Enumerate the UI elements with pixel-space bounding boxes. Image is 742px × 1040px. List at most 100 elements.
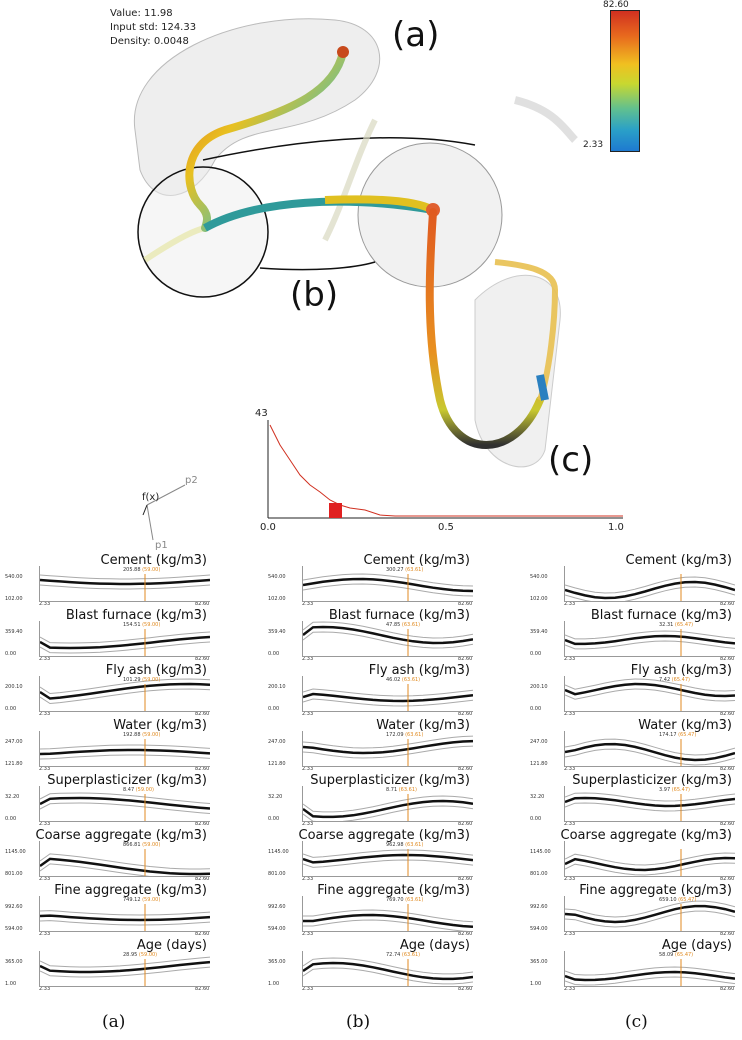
mini-curve [565, 676, 735, 711]
mini-curve [565, 731, 735, 766]
y-max: 365.00 [530, 959, 548, 965]
density-readout: Density: 0.0048 [110, 35, 196, 49]
panel-value: 72.74 (63.61) [386, 952, 420, 958]
panel-value: 28.95 (59.00) [123, 952, 157, 958]
variable-panel[interactable]: Fly ash (kg/m3) 200.10 0.00 2.33 82.60 46.02 … [268, 662, 473, 717]
y-min: 0.00 [5, 651, 16, 657]
panel-value: 101.29 (59.00) [123, 677, 160, 683]
y-min: 0.00 [5, 816, 16, 822]
mini-curve [565, 621, 735, 656]
y-max: 200.10 [530, 684, 548, 690]
variable-panel[interactable]: Coarse aggregate (kg/m3) 1145.00 801.00 2.3… [268, 827, 473, 882]
variable-panel[interactable]: Fly ash (kg/m3) 200.10 0.00 2.33 82.60 7.42 (… [530, 662, 735, 717]
y-min: 102.00 [530, 596, 548, 602]
panel-value: 172.09 (63.61) [386, 732, 423, 738]
y-min: 801.00 [530, 871, 548, 877]
mini-curve [565, 786, 735, 821]
panel-value: 47.85 (63.61) [386, 622, 420, 628]
y-max: 200.10 [268, 684, 286, 690]
panel-value: 58.09 (65.47) [659, 952, 693, 958]
y-min: 0.00 [530, 706, 541, 712]
y-min: 0.00 [530, 816, 541, 822]
variable-panel[interactable]: Fine aggregate (kg/m3) 992.60 594.00 2.33 82… [530, 882, 735, 937]
y-max: 365.00 [268, 959, 286, 965]
y-min: 801.00 [5, 871, 23, 877]
axis-fx: f(x) [142, 492, 159, 503]
variable-panel[interactable]: Blast furnace (kg/m3) 359.40 0.00 2.33 82.60… [530, 607, 735, 662]
hist-x05: 0.5 [438, 522, 454, 533]
variable-panel[interactable]: Coarse aggregate (kg/m3) 1145.00 801.00 2.3… [530, 827, 735, 882]
y-max: 365.00 [5, 959, 23, 965]
y-max: 200.10 [5, 684, 23, 690]
variable-panel[interactable]: Blast furnace (kg/m3) 359.40 0.00 2.33 82.60… [268, 607, 473, 662]
hist-ymax: 43 [255, 408, 268, 419]
colorbar[interactable] [610, 10, 640, 152]
panel-value: 46.02 (63.61) [386, 677, 420, 683]
y-min: 0.00 [5, 706, 16, 712]
variable-panel[interactable]: Cement (kg/m3) 540.00 102.00 2.33 82.60 300.2… [268, 552, 473, 607]
y-max: 247.00 [268, 739, 286, 745]
variable-panel[interactable]: Cement (kg/m3) 540.00 102.00 2.33 82.60 205.8… [5, 552, 210, 607]
value-readout: Value: 11.98 [110, 7, 196, 21]
y-min: 0.00 [268, 706, 279, 712]
hist-x1: 1.0 [608, 522, 624, 533]
panel-value: 154.51 (59.00) [123, 622, 160, 628]
y-max: 1145.00 [5, 849, 26, 855]
variable-panel[interactable]: Water (kg/m3) 247.00 121.80 2.33 82.60 174.17… [530, 717, 735, 772]
y-min: 801.00 [268, 871, 286, 877]
variable-panel[interactable]: Water (kg/m3) 247.00 121.80 2.33 82.60 172.09… [268, 717, 473, 772]
y-max: 247.00 [5, 739, 23, 745]
variable-panel[interactable]: Coarse aggregate (kg/m3) 1145.00 801.00 2.3… [5, 827, 210, 882]
label-c: (c) [548, 440, 593, 480]
variable-panel[interactable]: Age (days) 365.00 1.00 2.33 82.60 28.95 (59.0… [5, 937, 210, 992]
y-min: 594.00 [5, 926, 23, 932]
y-min: 594.00 [268, 926, 286, 932]
panel-value: 8.71 (63.61) [386, 787, 417, 793]
y-max: 359.40 [530, 629, 548, 635]
variable-panel[interactable]: Fine aggregate (kg/m3) 992.60 594.00 2.33 82… [5, 882, 210, 937]
variable-panel[interactable]: Water (kg/m3) 247.00 121.80 2.33 82.60 192.88… [5, 717, 210, 772]
y-min: 0.00 [268, 651, 279, 657]
panel-value: 192.88 (59.00) [123, 732, 160, 738]
y-max: 1145.00 [530, 849, 551, 855]
y-min: 1.00 [530, 981, 541, 987]
caption-a: (a) [102, 1012, 125, 1032]
std-readout: Input std: 124.33 [110, 21, 196, 35]
y-max: 540.00 [5, 574, 23, 580]
y-min: 594.00 [530, 926, 548, 932]
label-b: (b) [290, 275, 338, 315]
panel-value: 659.10 (65.47) [659, 897, 696, 903]
y-max: 1145.00 [268, 849, 289, 855]
y-max: 32.20 [5, 794, 19, 800]
colorbar-max: 82.60 [603, 0, 629, 10]
panel-value: 32.31 (65.47) [659, 622, 693, 628]
info-panel: Value: 11.98 Input std: 124.33 Density: … [110, 7, 196, 49]
y-max: 247.00 [530, 739, 548, 745]
panel-value: 866.81 (59.00) [123, 842, 160, 848]
mini-curve [565, 566, 735, 601]
y-max: 32.20 [530, 794, 544, 800]
variable-panel[interactable]: Superplasticizer (kg/m3) 32.20 0.00 2.33 82.… [530, 772, 735, 827]
panel-value: 769.70 (63.61) [386, 897, 423, 903]
y-min: 1.00 [268, 981, 279, 987]
variable-panel[interactable]: Cement (kg/m3) 540.00 102.00 2.33 82.60 [530, 552, 735, 607]
y-max: 359.40 [268, 629, 286, 635]
variable-panel[interactable]: Fly ash (kg/m3) 200.10 0.00 2.33 82.60 101.29… [5, 662, 210, 717]
y-max: 32.20 [268, 794, 282, 800]
variable-panel[interactable]: Superplasticizer (kg/m3) 32.20 0.00 2.33 82.… [5, 772, 210, 827]
caption-b: (b) [346, 1012, 370, 1032]
y-max: 992.60 [268, 904, 286, 910]
y-max: 540.00 [530, 574, 548, 580]
axis-p2: p2 [185, 475, 198, 486]
variable-panel[interactable]: Age (days) 365.00 1.00 2.33 82.60 72.74 (63.6… [268, 937, 473, 992]
region-b-circle [138, 167, 268, 297]
caption-c: (c) [625, 1012, 648, 1032]
panel-value: 3.97 (65.47) [659, 787, 690, 793]
y-max: 359.40 [5, 629, 23, 635]
panel-value: 8.47 (59.00) [123, 787, 154, 793]
variable-panel[interactable]: Superplasticizer (kg/m3) 32.20 0.00 2.33 82.… [268, 772, 473, 827]
variable-panel[interactable]: Age (days) 365.00 1.00 2.33 82.60 58.09 (65.4… [530, 937, 735, 992]
y-min: 121.80 [5, 761, 23, 767]
variable-panel[interactable]: Fine aggregate (kg/m3) 992.60 594.00 2.33 82… [268, 882, 473, 937]
variable-panel[interactable]: Blast furnace (kg/m3) 359.40 0.00 2.33 82.60… [5, 607, 210, 662]
